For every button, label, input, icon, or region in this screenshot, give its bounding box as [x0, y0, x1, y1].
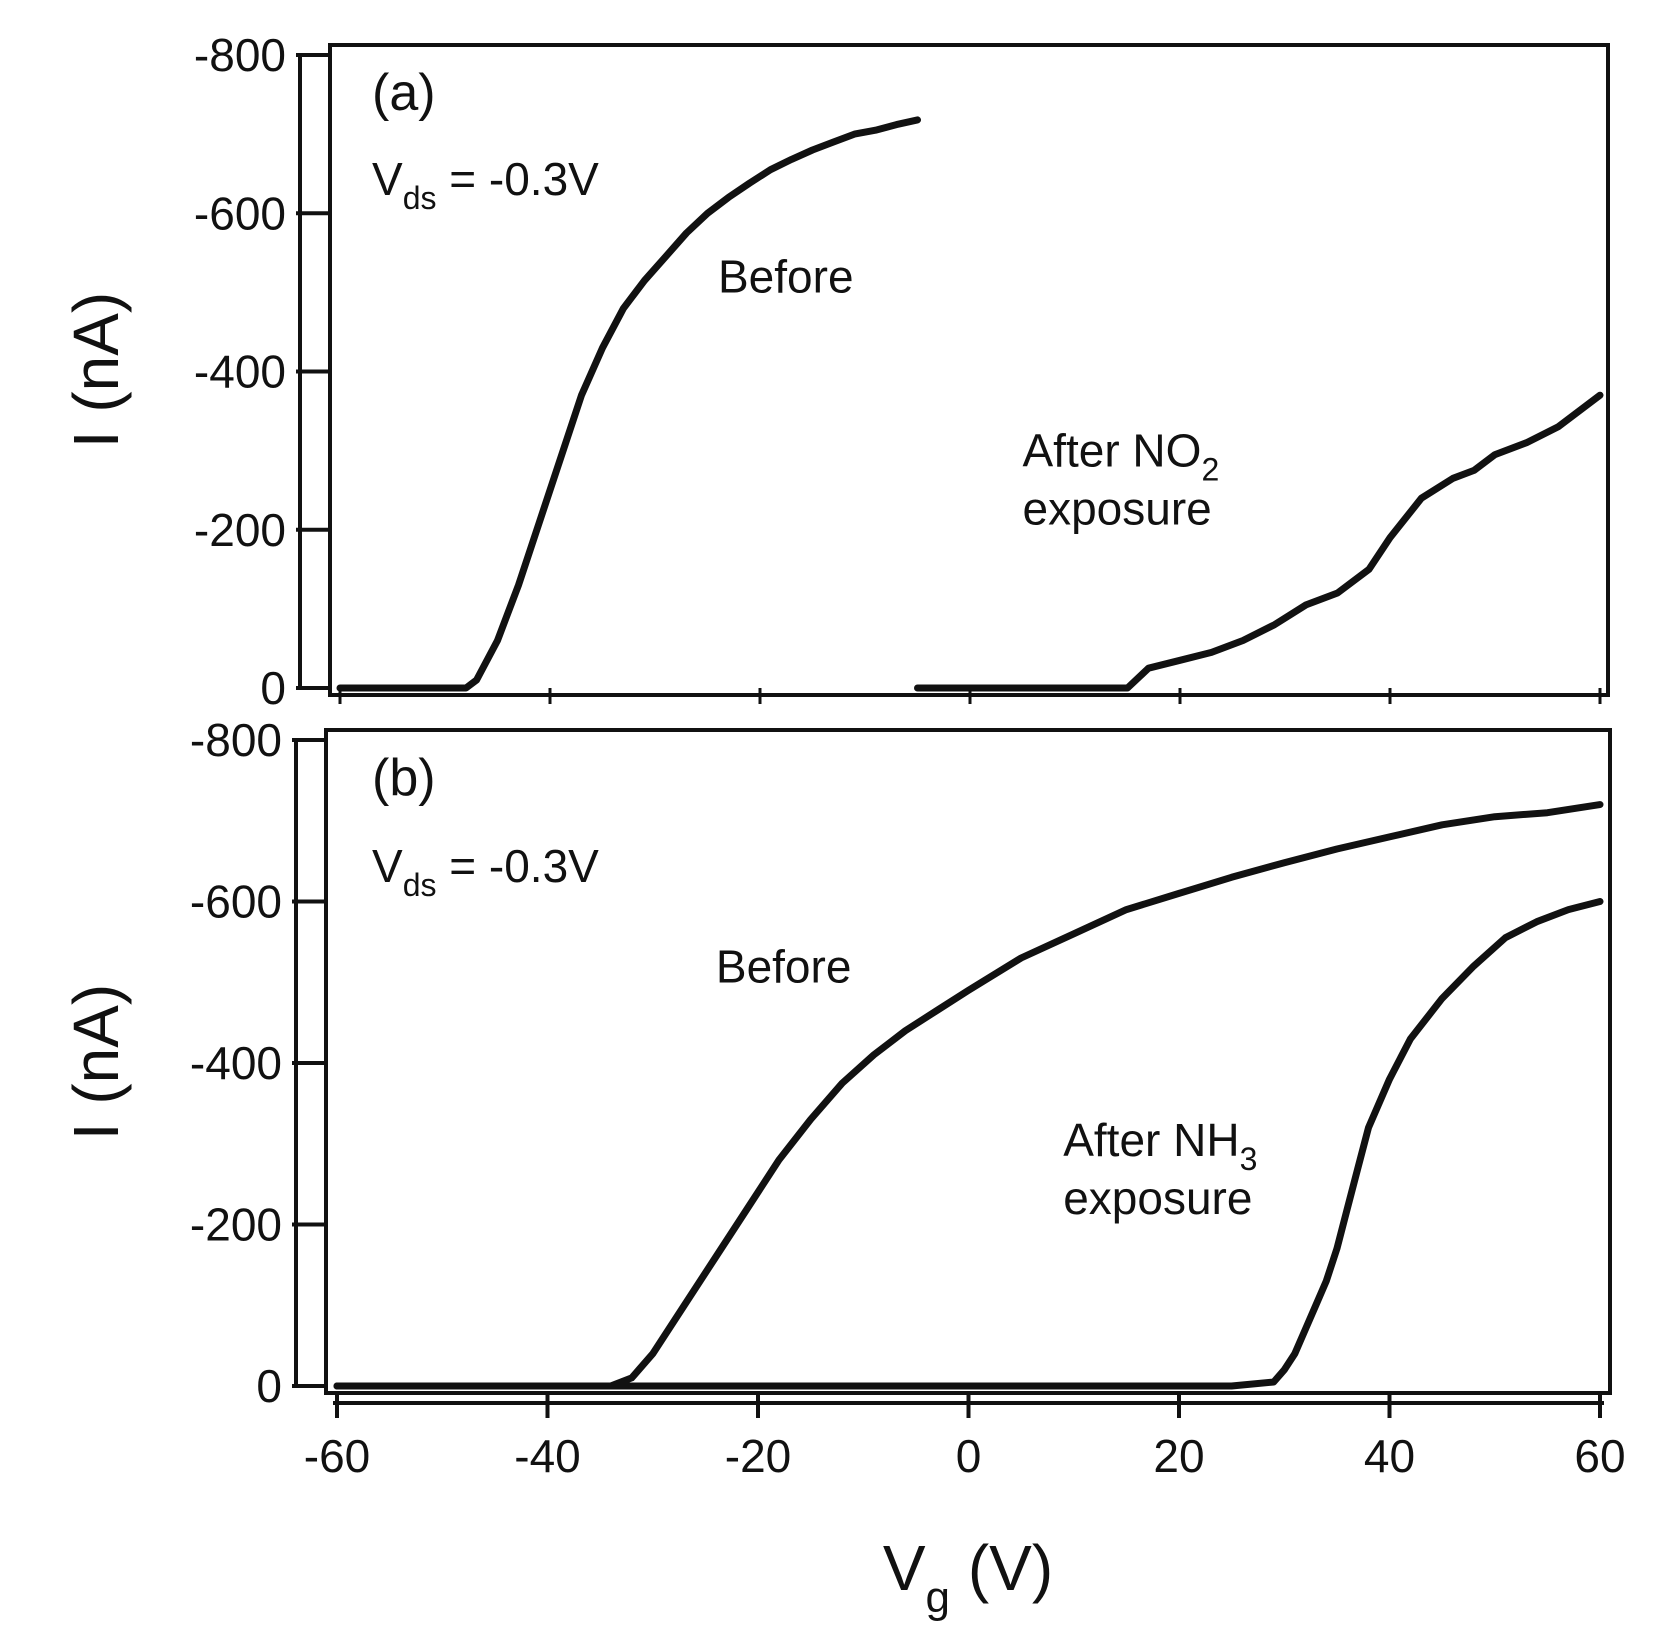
panel-a-series-label-before-line0: Before [718, 250, 854, 302]
x-axis-title: Vg (V) [883, 1532, 1053, 1622]
panel-b-y-tick-label: 0 [256, 1360, 282, 1412]
panel-b-series-after-line [333, 898, 1604, 1390]
panel-a-y-axis-title: I (nA) [60, 292, 132, 448]
panel-b-x-tick-label: -40 [514, 1430, 580, 1482]
panel-b-x-ticks: -60 -40 -20 0 20 40 60 [304, 1393, 1626, 1482]
panel-b-y-tick-label: -200 [190, 1199, 282, 1251]
panel-a: 0 -200 -400 -600 -800 (a) Vds = -0.3V Before… [60, 29, 1610, 714]
panel-b-y-axis-title: I (nA) [60, 984, 132, 1140]
panel-a-series-label-after-line1: exposure [1023, 482, 1212, 534]
panel-a-y-tick-label: -400 [194, 346, 286, 398]
panel-a-y-tick-label: 0 [260, 662, 286, 714]
panel-b: 0-200-400-600-800 -60 -40 -20 0 20 40 60 (b) V… [60, 714, 1626, 1622]
panel-a-y-tick-label: -200 [194, 504, 286, 556]
panel-b-label: (b) [372, 749, 436, 807]
panel-b-y-tick-label: -800 [190, 714, 282, 766]
panel-b-lines [333, 801, 1604, 1390]
panel-a-frame [328, 43, 1610, 697]
panel-b-y-tick-label: -600 [190, 876, 282, 928]
panel-b-x-tick-label: 0 [956, 1430, 982, 1482]
panel-b-series-label-before-line0: Before [716, 940, 852, 992]
panel-a-series-before-line [336, 116, 921, 692]
panel-b-x-tick-label: 40 [1364, 1430, 1415, 1482]
panel-b-series-label-after-line1: exposure [1063, 1172, 1252, 1224]
panel-a-lines [336, 116, 1604, 692]
panel-b-x-tick-label: 20 [1153, 1430, 1204, 1482]
panel-a-y-tick-label: -600 [194, 187, 286, 239]
panel-b-y-ticks: 0 -200 -400 -600 -800 [190, 714, 324, 1412]
panel-b-y-tick-label: -400 [190, 1037, 282, 1089]
panel-a-label: (a) [372, 64, 436, 122]
panel-b-series-label-after-line0: After NH3 [1063, 1114, 1257, 1177]
panel-a-series-label-after-line0: After NO2 [1023, 424, 1220, 487]
panel-a-y-tick-label: -800 [194, 29, 286, 81]
panel-b-condition: Vds = -0.3V [372, 840, 599, 903]
panel-b-x-tick-label: -20 [725, 1430, 791, 1482]
panel-a-condition: Vds = -0.3V [372, 153, 599, 216]
panel-b-x-tick-label: 60 [1574, 1430, 1625, 1482]
panel-a-series-after-line [914, 391, 1604, 692]
panel-b-x-tick-label: -60 [304, 1430, 370, 1482]
panel-b-series-before-line [333, 801, 1604, 1390]
panel-a-y-ticks: 0 -200 -400 -600 -800 [194, 29, 1602, 714]
